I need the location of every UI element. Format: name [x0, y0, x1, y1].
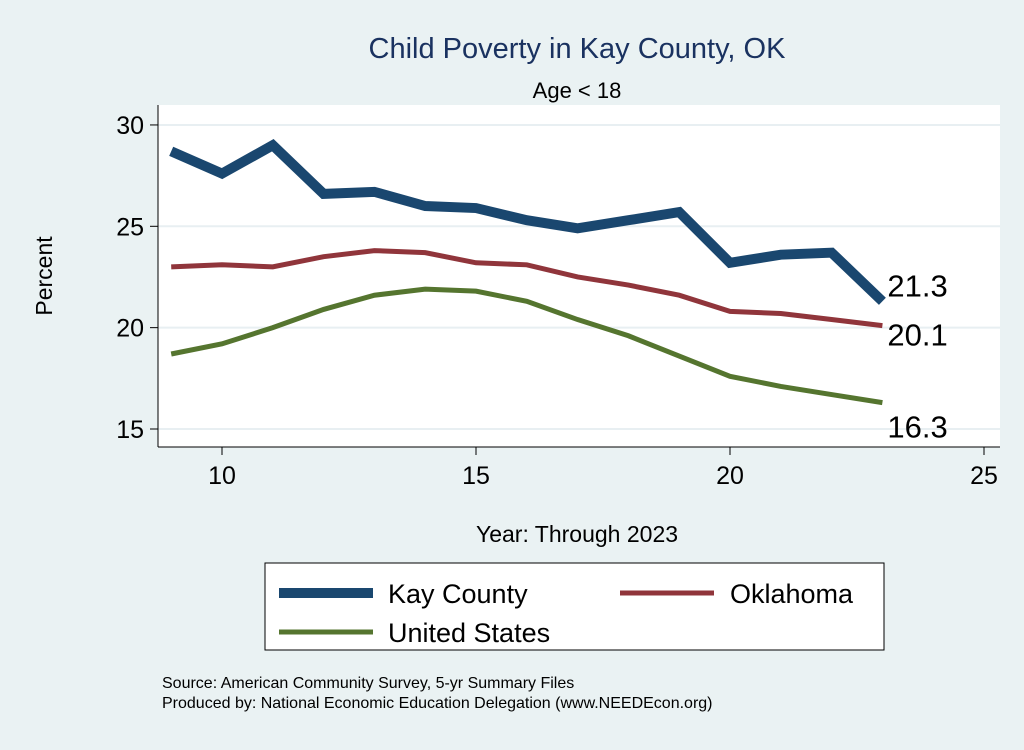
x-tick-label: 20	[716, 462, 744, 490]
legend-label-united-states: United States	[388, 618, 550, 648]
legend-label-oklahoma: Oklahoma	[730, 579, 854, 609]
series-line-oklahoma	[171, 248, 883, 329]
y-tick-label: 20	[116, 315, 144, 343]
x-tick-label: 25	[970, 462, 998, 490]
producer-note: Produced by: National Economic Education…	[162, 695, 713, 712]
legend: Kay County Oklahoma United States	[264, 562, 885, 651]
y-axis-label: Percent	[31, 236, 57, 316]
end-label: 21.3	[887, 268, 947, 303]
x-tick-label: 10	[208, 462, 236, 490]
end-label: 16.3	[887, 410, 947, 445]
x-axis-label: Year: Through 2023	[476, 521, 678, 547]
series-line-united-states	[170, 286, 883, 406]
y-tick-label: 15	[116, 416, 144, 444]
y-tick-label: 30	[116, 112, 144, 140]
x-tick-label: 15	[462, 462, 490, 490]
series-line-kay-county	[169, 139, 886, 305]
chart-subtitle: Age < 18	[533, 78, 622, 103]
y-tick-label: 25	[116, 213, 144, 241]
chart-title: Child Poverty in Kay County, OK	[369, 33, 787, 65]
end-label: 20.1	[887, 318, 947, 353]
source-note: Source: American Community Survey, 5-yr …	[162, 675, 574, 692]
legend-label-kay-county: Kay County	[388, 579, 528, 609]
